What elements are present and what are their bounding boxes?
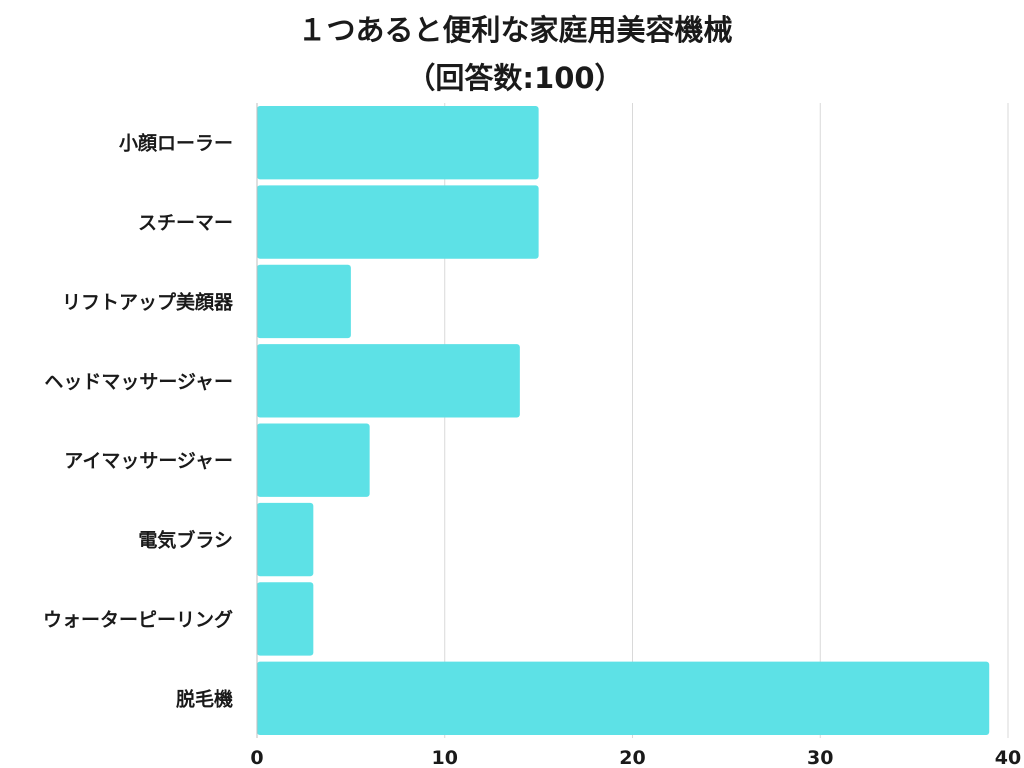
bar bbox=[257, 423, 370, 497]
bar bbox=[257, 344, 520, 418]
category-label: 脱毛機 bbox=[176, 687, 233, 710]
category-label: 電気ブラシ bbox=[138, 529, 233, 552]
x-tick-label: 30 bbox=[807, 747, 833, 768]
category-label: 小顔ローラー bbox=[119, 132, 233, 155]
chart-title-main: １つあると便利な家庭用美容機械 bbox=[297, 13, 733, 47]
category-label: アイマッサージャー bbox=[64, 450, 233, 472]
x-tick-label: 20 bbox=[619, 747, 645, 768]
bar bbox=[257, 502, 314, 577]
bar bbox=[257, 185, 539, 259]
bar bbox=[257, 264, 351, 339]
category-label: ウォーターピーリング bbox=[43, 608, 233, 631]
x-tick-label: 0 bbox=[250, 747, 263, 768]
category-label: スチーマー bbox=[138, 212, 233, 234]
chart-subtitle: （回答数:100） bbox=[406, 61, 624, 95]
bar bbox=[257, 582, 314, 656]
category-label: リフトアップ美顔器 bbox=[62, 290, 234, 313]
bar bbox=[257, 106, 539, 180]
bar bbox=[257, 661, 990, 735]
chart-title: １つあると便利な家庭用美容機械 （回答数:100） bbox=[0, 6, 1024, 102]
category-label: ヘッドマッサージャー bbox=[44, 371, 233, 393]
x-tick-label: 10 bbox=[432, 747, 458, 768]
x-tick-label: 40 bbox=[995, 747, 1021, 768]
